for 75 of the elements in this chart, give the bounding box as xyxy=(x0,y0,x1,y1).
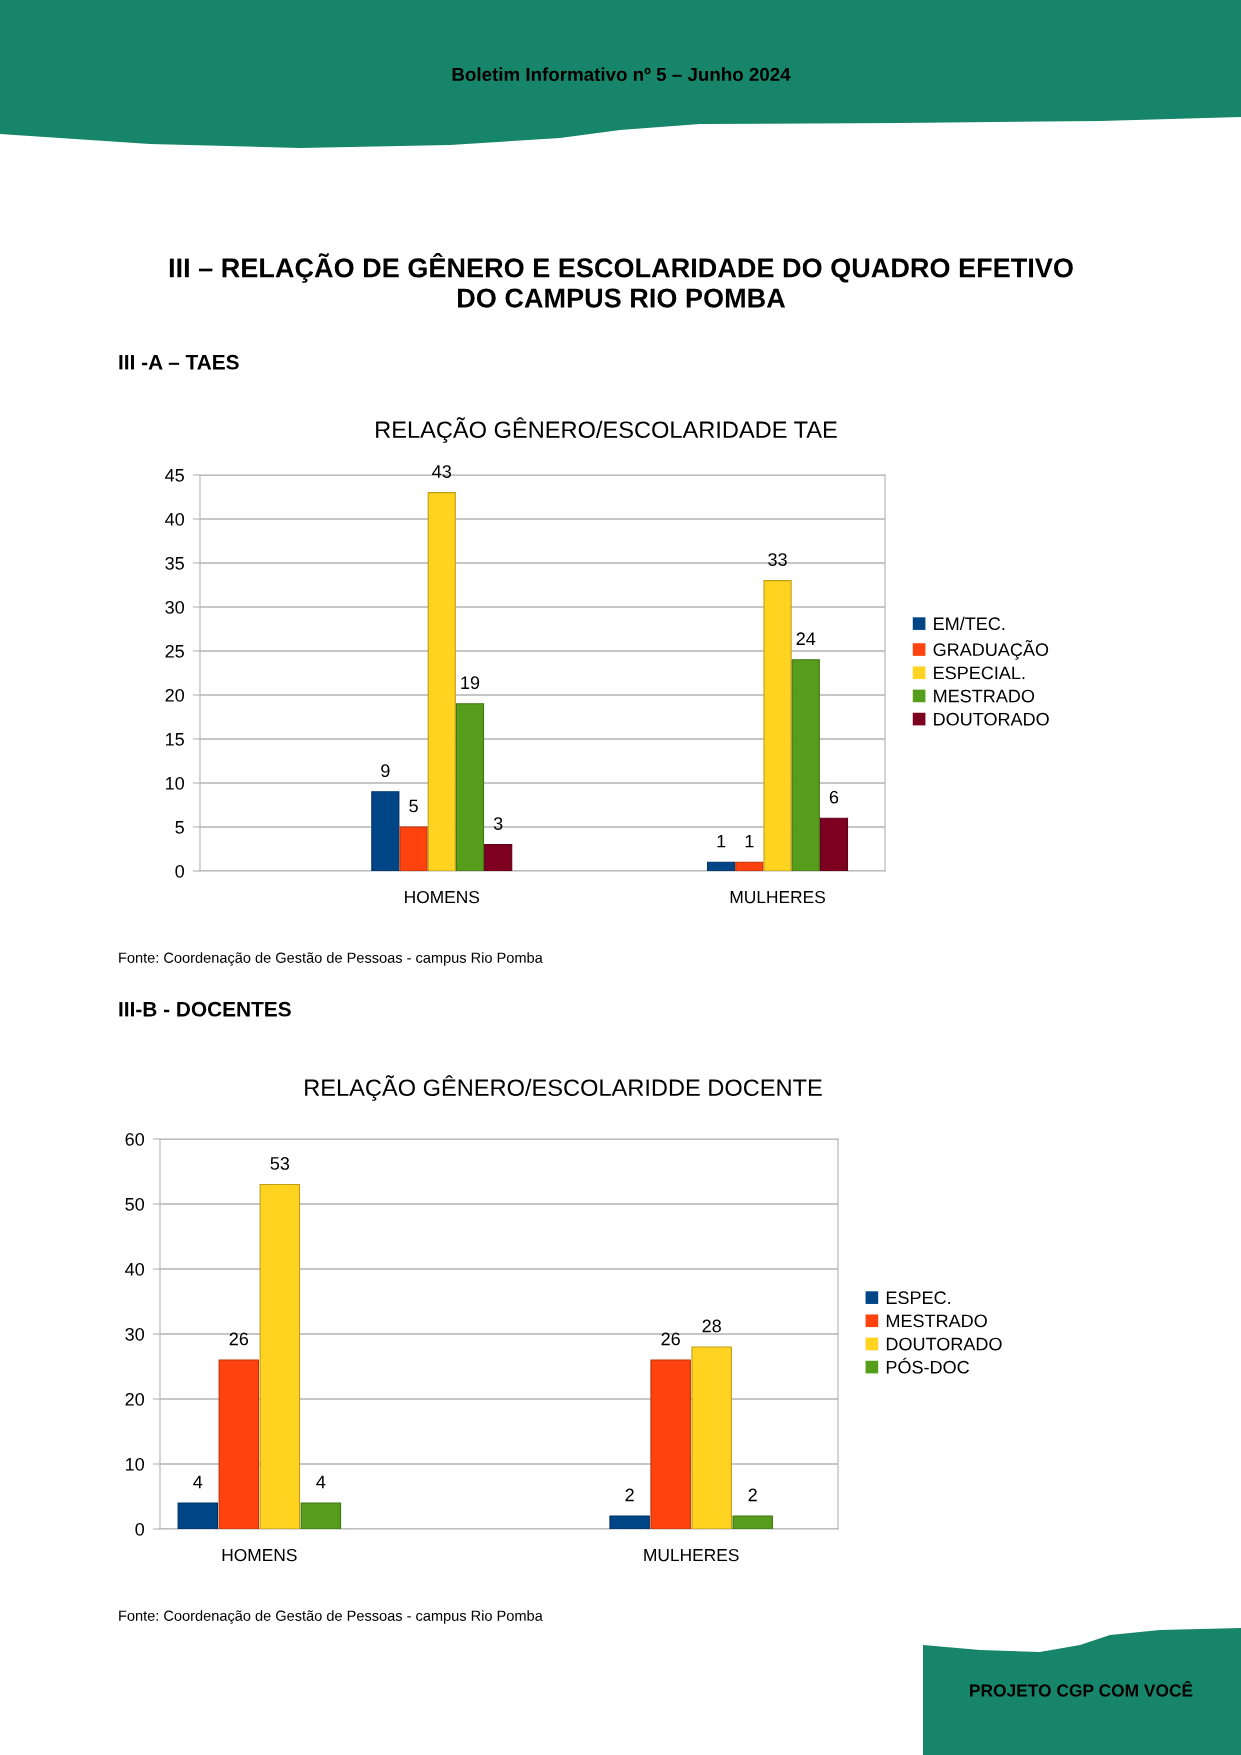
x-tick-label: HOMENS xyxy=(405,890,480,904)
data-label: 9 xyxy=(381,764,390,778)
bar xyxy=(484,844,513,871)
chart-title: RELAÇÃO GÊNERO/ESCOLARIDADE TAE xyxy=(376,417,837,443)
bar xyxy=(609,1515,650,1529)
text: Boletim Informativo nº 5 – Junho 2024 xyxy=(452,67,791,82)
data-label: 19 xyxy=(461,676,480,690)
y-tick-label: 15 xyxy=(166,733,184,746)
data-label: 1 xyxy=(717,834,726,848)
data-label: 3 xyxy=(493,817,503,830)
data-label: 1 xyxy=(745,834,754,848)
data-label: 6 xyxy=(829,790,839,804)
text: III-B - DOCENTES xyxy=(119,1001,291,1017)
y-tick-label: 10 xyxy=(166,776,185,790)
bar xyxy=(763,580,792,871)
bar xyxy=(300,1502,342,1529)
data-label: 43 xyxy=(432,465,452,478)
y-tick-label: 0 xyxy=(135,1522,145,1536)
legend-label: ESPEC. xyxy=(886,1291,950,1305)
bar xyxy=(177,1502,219,1529)
bar xyxy=(691,1346,732,1529)
data-label: 33 xyxy=(768,553,787,566)
source-note: Fonte: Coordenação de Gestão de Pessoas - campus Rio Pomba xyxy=(119,1610,543,1624)
x-tick-label: MULHERES xyxy=(730,890,825,904)
data-label: 4 xyxy=(193,1475,203,1489)
bar xyxy=(371,791,400,871)
data-label: 2 xyxy=(625,1488,634,1502)
text: III -A – TAES xyxy=(119,354,239,370)
y-tick-label: 30 xyxy=(125,1327,145,1341)
text: III – RELAÇÃO DE GÊNERO E ESCOLARIDADE DO QUADRO EFETIVO DO CAMPUS RIO POMBA xyxy=(169,252,1073,308)
data-label: 26 xyxy=(661,1332,680,1346)
bar xyxy=(819,817,849,871)
data-label: 28 xyxy=(702,1319,721,1333)
bar xyxy=(218,1359,260,1529)
y-tick-label: 20 xyxy=(125,1392,145,1406)
y-tick-label: 35 xyxy=(165,556,184,570)
data-label: 5 xyxy=(409,799,418,813)
legend-label: EM/TEC. xyxy=(934,616,1005,631)
bar xyxy=(399,826,428,871)
legend-label: DOUTORADO xyxy=(934,712,1049,726)
source-note: Fonte: Coordenação de Gestão de Pessoas - campus Rio Pomba xyxy=(119,952,543,966)
bar xyxy=(455,703,485,871)
y-tick-label: 45 xyxy=(165,469,184,482)
data-label: 24 xyxy=(796,632,816,645)
data-label: 26 xyxy=(229,1332,249,1346)
data-label: 53 xyxy=(270,1157,290,1170)
y-tick-label: 60 xyxy=(125,1132,145,1146)
y-tick-label: 50 xyxy=(125,1197,145,1211)
legend-label: MESTRADO xyxy=(934,689,1035,703)
chart-title: RELAÇÃO GÊNERO/ESCOLARIDDE DOCENTE xyxy=(305,1075,822,1101)
legend-label: MESTRADO xyxy=(886,1314,987,1328)
bar xyxy=(791,659,820,871)
legend-label: ESPECIAL. xyxy=(934,666,1025,680)
y-tick-label: 25 xyxy=(165,644,184,658)
x-tick-label: HOMENS xyxy=(222,1548,297,1562)
bar xyxy=(650,1359,691,1529)
y-tick-label: 10 xyxy=(126,1457,145,1471)
legend-label: PÓS-DOC xyxy=(886,1357,969,1374)
y-tick-label: 5 xyxy=(175,821,184,834)
legend-label: GRADUAÇÃO xyxy=(933,640,1049,660)
legend-label: DOUTORADO xyxy=(886,1337,1002,1351)
bar xyxy=(427,492,456,871)
y-tick-label: 40 xyxy=(165,512,185,526)
data-label: 2 xyxy=(748,1488,757,1502)
y-tick-label: 20 xyxy=(165,688,185,702)
x-tick-label: MULHERES xyxy=(644,1548,739,1562)
bar xyxy=(259,1183,301,1529)
bar xyxy=(707,861,736,871)
bar xyxy=(735,861,764,871)
text: PROJETO CGP COM VOCÊ xyxy=(970,1680,1193,1697)
y-tick-label: 40 xyxy=(125,1262,145,1276)
data-label: 4 xyxy=(316,1475,326,1489)
y-tick-label: 30 xyxy=(165,600,185,614)
y-tick-label: 0 xyxy=(175,864,185,878)
bar xyxy=(732,1515,773,1529)
